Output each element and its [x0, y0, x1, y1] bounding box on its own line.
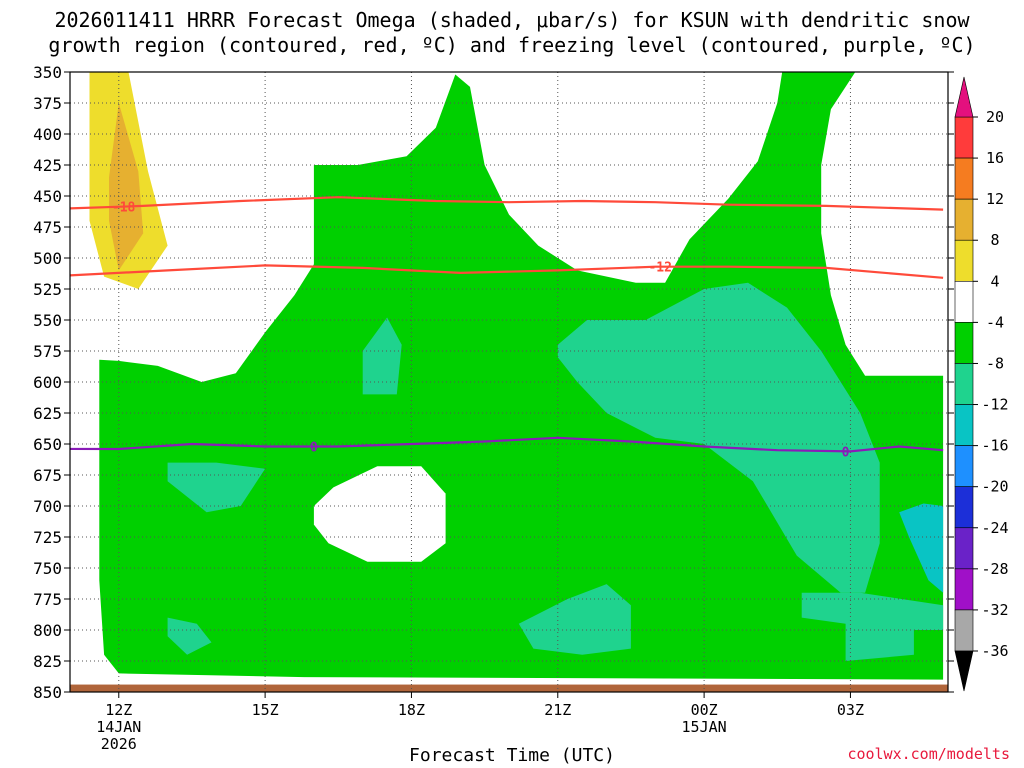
- y-tick-label: 725: [33, 528, 62, 547]
- colorbar-bottom-arrow: [954, 650, 974, 692]
- y-tick-label: 800: [33, 621, 62, 640]
- contour-label-extra: 0: [842, 445, 850, 460]
- colorbar-band-9: [954, 486, 974, 529]
- colorbar-label: 20: [986, 108, 1004, 126]
- omega-shade-7: [167, 617, 212, 655]
- omega-shade-9: [899, 503, 944, 593]
- colorbar-band-7: [954, 404, 974, 446]
- y-tick-label: 400: [33, 125, 62, 144]
- colorbar-band-4: [954, 281, 974, 323]
- contour-line-2: [70, 436, 944, 453]
- omega-shade-2: [99, 72, 944, 680]
- x-tick-label: 12Z: [105, 701, 132, 719]
- y-tick-label: 825: [33, 652, 62, 671]
- x-tick-label: 00Z: [691, 701, 718, 719]
- colorbar-band-5: [954, 322, 974, 364]
- colorbar-label: -24: [981, 519, 1008, 537]
- omega-shade-5: [167, 462, 266, 513]
- x-tick-label: 03Z: [837, 701, 864, 719]
- y-tick-label: 675: [33, 466, 62, 485]
- y-tick-label: 450: [33, 187, 62, 206]
- colorbar-band-8: [954, 445, 974, 487]
- x-tick-label: 18Z: [398, 701, 425, 719]
- credit-label: coolwx.com/modelts: [847, 745, 1010, 763]
- colorbar-top-arrow: [954, 76, 974, 118]
- y-tick-label: 600: [33, 373, 62, 392]
- y-tick-label: 850: [33, 683, 62, 702]
- colorbar-label: -12: [981, 396, 1008, 414]
- chart-title-line-1: 2026011411 HRRR Forecast Omega (shaded, …: [54, 8, 970, 32]
- y-tick-label: 775: [33, 590, 62, 609]
- omega-shade-3: [362, 317, 402, 395]
- colorbar-label: -36: [981, 642, 1008, 660]
- x-tick-label: 2026: [101, 735, 137, 753]
- colorbar-label: -20: [981, 478, 1008, 496]
- colorbar-band-2: [954, 198, 974, 241]
- x-tick-label: 15Z: [252, 701, 279, 719]
- x-tick-label: 15JAN: [682, 718, 727, 736]
- y-tick-label: 625: [33, 404, 62, 423]
- colorbar-label: 16: [986, 149, 1004, 167]
- omega-shade-1: [109, 103, 144, 271]
- colorbar-label: -4: [986, 313, 1004, 331]
- omega-shade-4: [557, 282, 880, 593]
- colorbar-label: 12: [986, 190, 1004, 208]
- colorbar-band-1: [954, 157, 974, 200]
- contour-label-0: -18: [112, 201, 136, 216]
- colorbar-label: -8: [986, 354, 1004, 372]
- y-tick-label: 375: [33, 94, 62, 113]
- y-tick-label: 700: [33, 497, 62, 516]
- colorbar-band-6: [954, 363, 974, 405]
- omega-shade-6: [518, 584, 631, 655]
- chart-title-line-2: growth region (contoured, red, ºC) and f…: [48, 33, 976, 57]
- y-tick-label: 425: [33, 156, 62, 175]
- y-tick-label: 475: [33, 218, 62, 237]
- colorbar-band-10: [954, 527, 974, 570]
- y-tick-label: 350: [33, 63, 62, 82]
- x-axis-title: Forecast Time (UTC): [409, 745, 615, 766]
- plot-area: -18 -12 0 0: [70, 72, 948, 692]
- omega-shade-8: [801, 592, 944, 661]
- contour-label-1: -12: [648, 261, 671, 276]
- colorbar-label: -32: [981, 601, 1008, 619]
- y-tick-label: 550: [33, 311, 62, 330]
- contour-line-0: [70, 196, 944, 211]
- y-tick-label: 500: [33, 249, 62, 268]
- colorbar-label: 8: [990, 231, 999, 249]
- y-tick-label: 750: [33, 559, 62, 578]
- colorbar-band-0: [954, 116, 974, 159]
- y-tick-label: 525: [33, 280, 62, 299]
- colorbar-band-3: [954, 239, 974, 282]
- ground-strip: [70, 684, 948, 692]
- colorbar-label: 4: [990, 272, 999, 290]
- contour-label-2: 0: [310, 440, 318, 455]
- x-tick-label: 14JAN: [96, 718, 141, 736]
- colorbar-band-12: [954, 609, 974, 652]
- colorbar-band-11: [954, 568, 974, 611]
- x-tick-label: 21Z: [544, 701, 571, 719]
- y-tick-label: 575: [33, 342, 62, 361]
- colorbar-label: -28: [981, 560, 1008, 578]
- y-tick-label: 650: [33, 435, 62, 454]
- colorbar-label: -16: [981, 437, 1008, 455]
- omega-shade-10: [313, 466, 446, 562]
- contour-line-1: [70, 264, 944, 279]
